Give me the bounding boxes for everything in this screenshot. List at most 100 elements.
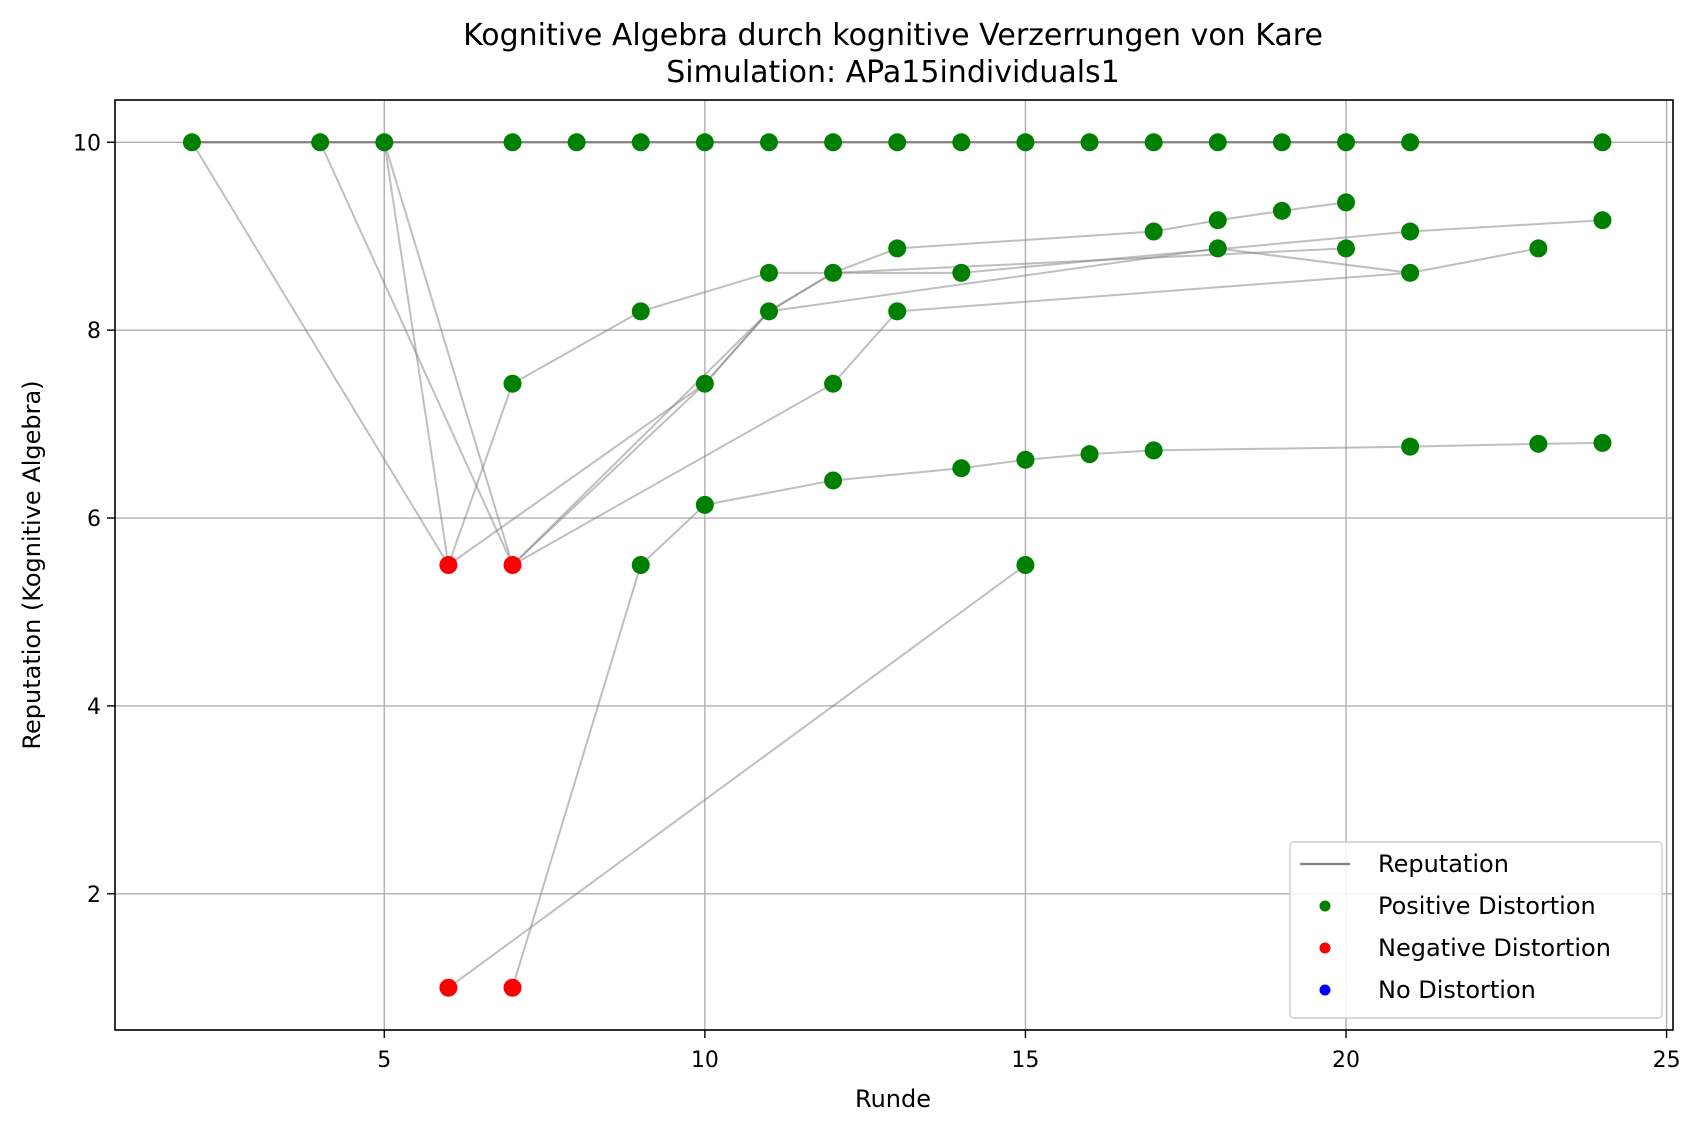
positive-distortion-point xyxy=(503,133,522,152)
connection-line xyxy=(1410,442,1539,448)
connection-line xyxy=(1025,453,1090,461)
positive-distortion-point xyxy=(1593,133,1612,152)
positive-distortion-point xyxy=(1144,222,1163,241)
positive-distortion-point xyxy=(1272,201,1291,220)
connection-line xyxy=(512,310,642,385)
connection-line xyxy=(1538,441,1603,445)
connection-line xyxy=(447,383,514,566)
x-tick-label: 15 xyxy=(1011,1048,1039,1073)
connection-line xyxy=(511,310,770,566)
connection-line xyxy=(1153,445,1411,452)
positive-distortion-point xyxy=(759,133,778,152)
positive-distortion-point xyxy=(1208,133,1227,152)
positive-distortion-point xyxy=(888,239,907,258)
legend: Reputation Positive Distortion Negative Di… xyxy=(1289,841,1663,1019)
connection-line xyxy=(383,141,514,566)
legend-label: No Distortion xyxy=(1378,976,1536,1004)
positive-distortion-point xyxy=(1208,211,1227,230)
connection-line xyxy=(704,479,834,506)
connection-line xyxy=(191,141,450,566)
positive-distortion-point xyxy=(1016,133,1035,152)
connection-line xyxy=(832,467,962,482)
positive-distortion-point xyxy=(375,133,394,152)
legend-label: Positive Distortion xyxy=(1378,892,1596,920)
connection-line xyxy=(961,458,1026,470)
positive-distortion-point xyxy=(567,133,586,152)
plot-frame xyxy=(114,99,1674,1031)
positive-distortion-point xyxy=(952,459,971,478)
x-tick-label: 25 xyxy=(1653,1048,1681,1073)
positive-distortion-point xyxy=(759,263,778,282)
positive-distortion-point xyxy=(952,263,971,282)
positive-distortion-point xyxy=(1337,239,1356,258)
legend-marker-swatch xyxy=(1319,984,1331,996)
positive-distortion-point xyxy=(1337,193,1356,212)
negative-distortion-point xyxy=(439,978,458,997)
positive-distortion-point xyxy=(695,374,714,393)
connection-line xyxy=(640,271,770,313)
connection-line xyxy=(1089,449,1154,456)
legend-box xyxy=(1289,841,1663,1019)
data-points xyxy=(182,133,1612,997)
positive-distortion-point xyxy=(503,374,522,393)
connection-line xyxy=(1281,201,1347,212)
connection-line xyxy=(640,504,706,566)
positive-distortion-point xyxy=(888,133,907,152)
connection-line xyxy=(1153,219,1218,233)
negative-distortion-point xyxy=(439,556,458,574)
connection-line xyxy=(511,564,642,989)
positive-distortion-point xyxy=(1144,441,1163,460)
positive-distortion-point xyxy=(1080,445,1099,464)
positive-distortion-point xyxy=(888,302,907,321)
positive-distortion-point xyxy=(695,133,714,152)
positive-distortion-point xyxy=(1401,263,1420,282)
positive-distortion-point xyxy=(1144,133,1163,152)
positive-distortion-point xyxy=(311,133,330,152)
positive-distortion-point xyxy=(1337,133,1356,152)
positive-distortion-point xyxy=(1401,437,1420,456)
positive-distortion-point xyxy=(1208,239,1227,258)
positive-distortion-point xyxy=(759,302,778,321)
x-tick-label: 20 xyxy=(1332,1048,1360,1073)
x-axis-ticks: 5 10 15 20 25 xyxy=(377,1030,1681,1073)
positive-distortion-point xyxy=(824,471,843,490)
negative-distortion-point xyxy=(503,556,522,574)
y-tick-label: 10 xyxy=(73,131,101,156)
connection-line xyxy=(447,564,1027,989)
connection-line xyxy=(704,310,770,385)
positive-distortion-point xyxy=(182,133,201,152)
connection-line xyxy=(897,271,1411,313)
connection-line xyxy=(832,247,898,274)
chart-subtitle: Simulation: APa15individuals1 xyxy=(666,55,1120,90)
positive-distortion-point xyxy=(1593,433,1612,452)
positive-distortion-point xyxy=(1529,434,1548,453)
connection-line xyxy=(833,247,1347,274)
negative-distortion-point xyxy=(503,978,522,997)
positive-distortion-point xyxy=(631,556,650,574)
legend-marker-swatch xyxy=(1319,900,1331,912)
connection-line xyxy=(1409,247,1539,274)
positive-distortion-point xyxy=(631,302,650,321)
positive-distortion-point xyxy=(824,133,843,152)
y-tick-label: 6 xyxy=(87,507,101,532)
connection-lines xyxy=(191,141,1603,989)
y-axis-ticks: 2 4 6 8 10 xyxy=(73,131,115,908)
legend-label: Negative Distortion xyxy=(1378,934,1611,962)
connection-line xyxy=(768,247,1218,313)
positive-distortion-point xyxy=(952,133,971,152)
legend-label: Reputation xyxy=(1378,850,1509,878)
positive-distortion-point xyxy=(1272,133,1291,152)
positive-distortion-point xyxy=(695,495,714,514)
connection-line xyxy=(1217,247,1411,274)
x-tick-label: 10 xyxy=(691,1048,719,1073)
connection-line xyxy=(768,271,834,313)
positive-distortion-point xyxy=(1080,133,1099,152)
x-axis-label: Runde xyxy=(855,1085,931,1113)
positive-distortion-point xyxy=(1016,450,1035,469)
positive-distortion-point xyxy=(1016,556,1035,574)
connection-line xyxy=(897,230,1154,250)
connection-line xyxy=(832,310,898,385)
positive-distortion-point xyxy=(1593,211,1612,230)
x-tick-label: 5 xyxy=(377,1048,391,1073)
